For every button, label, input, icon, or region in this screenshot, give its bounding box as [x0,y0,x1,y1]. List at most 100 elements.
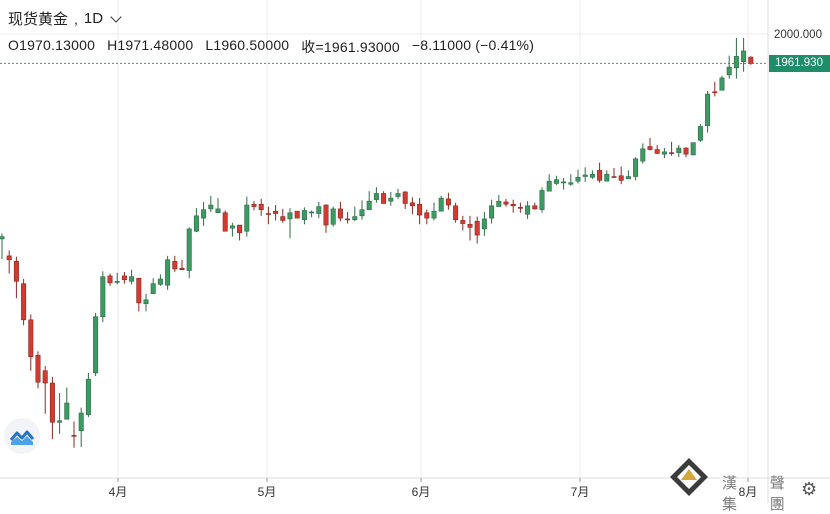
candle [301,207,307,225]
candle [669,141,675,156]
candle-body [359,209,365,217]
candle-body [129,276,135,282]
candle-body [273,210,279,214]
candle [525,201,531,219]
chevron-down-icon[interactable] [110,10,122,23]
candle-body [186,228,192,271]
candle-body [107,275,113,284]
candle-body [294,210,300,219]
candle [597,162,603,183]
candle-body [323,204,329,226]
ohlc-legend: O1970.13000 H1971.48000 L1960.50000 收=19… [8,37,534,57]
candle-body [640,148,646,162]
candle-body [575,176,581,182]
candle [93,312,99,377]
candle-body [165,259,171,286]
candle [625,170,631,180]
open-value: O1970.13000 [8,37,96,53]
candle-body [208,204,214,210]
candle-body [604,173,610,182]
candles [0,37,754,448]
candle [654,144,660,155]
interval-selector[interactable]: 1D [83,10,104,27]
chart-header: 现货黄金, 1D O1970.13000 H1971.48000 L1960.5… [8,8,534,57]
candle [697,124,703,142]
candle [193,208,199,232]
candle-body [661,151,667,155]
candle-body [697,126,703,141]
candle [316,201,322,219]
candle-body [193,215,199,232]
candle [201,201,207,226]
candlestick-chart[interactable]: 4月 5月 6月 7月 8月 2000.000 [0,0,830,503]
candle [359,200,365,220]
candle-body [633,158,639,177]
candle [431,202,437,221]
watermark-text: 漢 聲 集 團 [722,474,799,513]
candle-body [467,223,473,228]
candle [186,227,192,279]
candle [726,55,732,79]
candle-body [481,218,487,230]
price-axis: 2000.000 [774,29,822,41]
candle-body [546,180,552,192]
candle [165,255,171,290]
tradingview-logo-icon[interactable] [4,418,40,454]
candle [280,208,286,223]
candle-body [597,170,603,181]
candle-body [438,197,444,212]
candle [661,148,667,159]
candle [409,197,415,215]
candle-body [121,275,127,281]
price-tick-label: 2000.000 [774,29,822,41]
candle-body [150,283,156,294]
candle-body [136,277,142,304]
candle [705,91,711,133]
candle [683,147,689,158]
gear-icon[interactable]: ⚙ [801,479,818,499]
candle-body [78,412,84,432]
candle-body [201,209,207,219]
candle-body [42,370,48,384]
candle [445,192,451,210]
candle [503,198,509,207]
candle [114,272,120,285]
candle [561,178,567,190]
candle-body [553,179,559,184]
candle [381,191,387,204]
candle [0,233,5,259]
time-tick-label: 6月 [412,485,431,499]
time-tick-label: 7月 [571,485,590,499]
low-value: L1960.50000 [205,37,290,53]
candle [21,278,27,326]
candle [237,224,243,241]
candle [345,211,351,224]
candle [568,174,574,186]
candle [294,210,300,219]
candle-body [445,198,451,206]
candle-body [258,203,264,210]
symbol-name[interactable]: 现货黄金 [8,11,69,28]
candle [6,250,12,274]
candle [136,277,142,312]
candle [517,202,523,213]
candle [618,166,624,185]
candle-body [309,211,315,214]
candle-body [229,225,235,229]
candle-body [280,216,286,221]
candle [676,144,682,158]
candle-body [13,260,19,282]
candle [402,191,408,209]
candle [85,372,91,417]
candle [13,256,19,299]
candle-body [561,181,567,184]
candle [719,75,725,91]
candle [481,211,487,236]
candle-body [114,281,120,283]
candle-body [316,206,322,214]
candle [42,366,48,414]
candle-body [93,316,99,374]
candle [489,199,495,224]
candle-body [417,203,423,216]
candle [251,201,257,211]
